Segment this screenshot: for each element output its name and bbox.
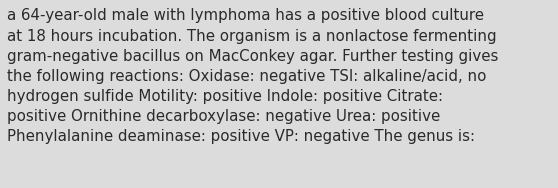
Text: a 64-year-old male with lymphoma has a positive blood culture
at 18 hours incuba: a 64-year-old male with lymphoma has a p… — [7, 8, 499, 144]
